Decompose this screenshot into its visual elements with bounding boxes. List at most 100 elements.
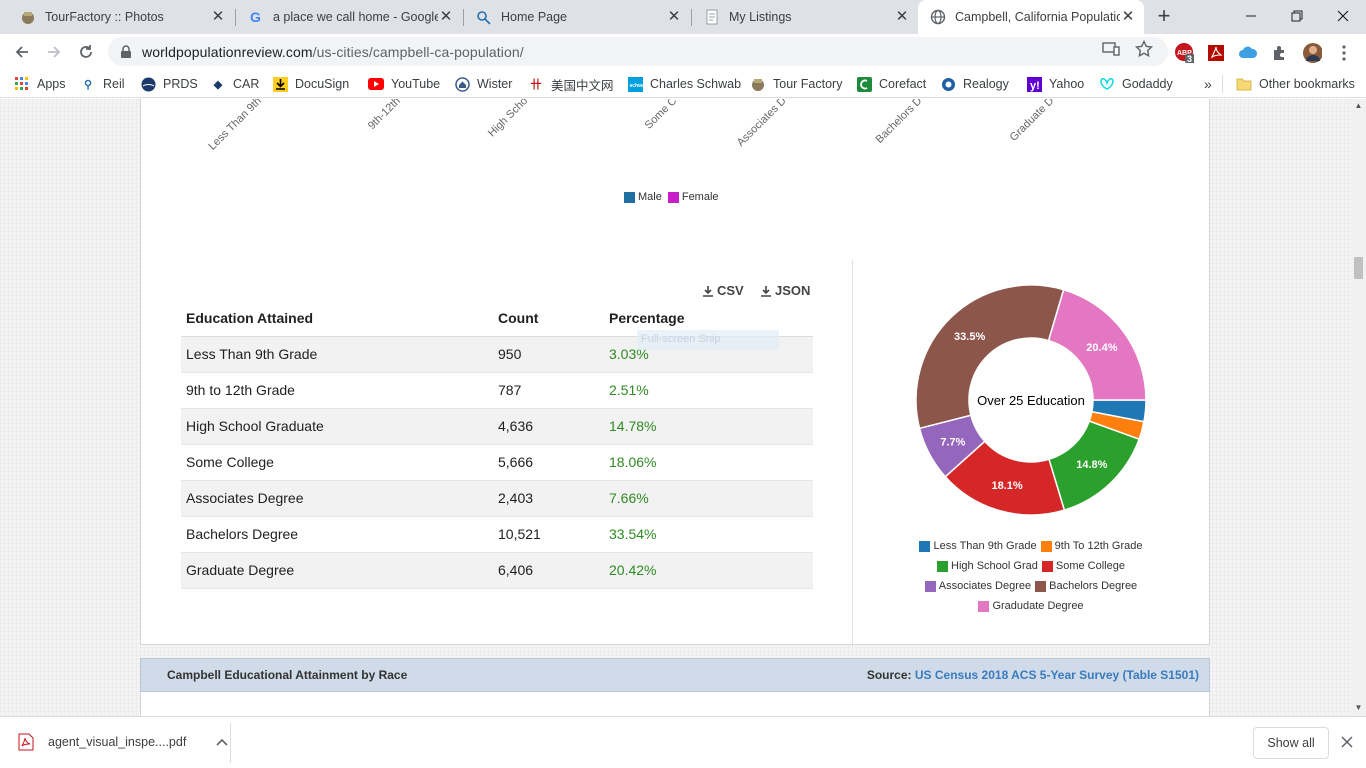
- wister-icon: [454, 76, 470, 92]
- pdf-extension-icon[interactable]: [1206, 43, 1226, 63]
- close-tab-icon[interactable]: ✕: [895, 8, 909, 25]
- new-tab-button[interactable]: +: [1157, 3, 1171, 28]
- bookmark-yahoo[interactable]: y! Yahoo: [1026, 74, 1084, 94]
- bookmark-label: Corefact: [879, 77, 927, 91]
- cell-count: 6,406: [493, 552, 604, 589]
- legend-item[interactable]: Less Than 9th Grade: [919, 538, 1037, 555]
- tab-campbell-population[interactable]: Campbell, California Populatio ✕: [918, 0, 1144, 34]
- header-education[interactable]: Education Attained: [181, 300, 493, 337]
- json-download-button[interactable]: JSON: [760, 283, 810, 298]
- folder-icon: [1236, 76, 1252, 92]
- profile-avatar[interactable]: [1302, 43, 1322, 63]
- close-tab-icon[interactable]: ✕: [1121, 8, 1135, 25]
- svg-text:ABP: ABP: [1177, 50, 1192, 57]
- show-all-button[interactable]: Show all: [1253, 727, 1329, 759]
- lock-icon[interactable]: [120, 44, 136, 59]
- legend-item[interactable]: Associates Degree: [924, 578, 1032, 595]
- column-divider: [852, 260, 853, 646]
- source-link[interactable]: US Census 2018 ACS 5-Year Survey (Table …: [914, 668, 1199, 682]
- page-scrollbar[interactable]: ▲ ▼: [1351, 99, 1366, 716]
- tab-google[interactable]: G a place we call home - Google ✕: [236, 0, 462, 34]
- legend-item[interactable]: 9th To 12th Grade: [1040, 538, 1143, 555]
- legend-swatch: [1041, 561, 1053, 572]
- close-tab-icon[interactable]: ✕: [211, 8, 225, 25]
- legend-label: Less Than 9th Grade: [933, 540, 1037, 552]
- back-button[interactable]: [8, 38, 36, 66]
- bookmark-label: Wister: [477, 77, 513, 91]
- bookmarks-overflow-button[interactable]: »: [1204, 74, 1212, 94]
- cell-education: High School Graduate: [181, 408, 493, 445]
- tab-tourfactory[interactable]: TourFactory :: Photos ✕: [8, 0, 234, 34]
- bookmark-corefact[interactable]: Corefact: [856, 74, 926, 94]
- forward-button[interactable]: [40, 38, 68, 66]
- csv-download-button[interactable]: CSV: [702, 283, 744, 298]
- x-axis-label: 9th-12th: [365, 99, 403, 133]
- bookmark-label: Charles Schwab: [650, 77, 742, 91]
- menu-kebab-icon[interactable]: [1334, 43, 1354, 63]
- legend-item[interactable]: Gradudate Degree: [978, 598, 1084, 615]
- x-axis-label: High Scho: [485, 99, 531, 140]
- reload-button[interactable]: [72, 38, 100, 66]
- cell-count: 2,403: [493, 480, 604, 517]
- bookmark-prds[interactable]: PRDS: [140, 74, 198, 94]
- tourfactory-icon: [20, 9, 36, 25]
- cell-percentage: 7.66%: [604, 480, 813, 517]
- bookmark-realogy[interactable]: Realogy: [940, 74, 1009, 94]
- cell-percentage: 2.51%: [604, 372, 813, 409]
- legend-item-male[interactable]: Male: [624, 191, 662, 203]
- scrollbar-thumb[interactable]: [1354, 257, 1363, 279]
- close-tab-icon[interactable]: ✕: [439, 8, 453, 25]
- close-tab-icon[interactable]: ✕: [667, 8, 681, 25]
- bookmark-car[interactable]: ◆ CAR: [210, 74, 260, 94]
- install-app-icon[interactable]: [1102, 40, 1120, 58]
- cell-education: Less Than 9th Grade: [181, 336, 493, 373]
- scroll-down-arrow-icon[interactable]: ▼: [1354, 703, 1363, 712]
- bookmark-godaddy[interactable]: Godaddy: [1099, 74, 1173, 94]
- legend-swatch: [919, 541, 931, 552]
- extensions-puzzle-icon[interactable]: [1270, 43, 1290, 63]
- table-row: Associates Degree 2,403 7.66%: [181, 480, 813, 517]
- adblock-extension-icon[interactable]: ABP 3: [1174, 43, 1194, 64]
- legend-swatch: [924, 581, 936, 592]
- bookmark-chinese-site[interactable]: 卄美国中文网: [528, 74, 614, 94]
- minimize-button[interactable]: [1228, 0, 1274, 32]
- bookmark-docusign[interactable]: DocuSign: [272, 74, 349, 94]
- bookmark-youtube[interactable]: YouTube: [368, 74, 440, 94]
- close-download-bar-icon[interactable]: [1341, 736, 1353, 751]
- close-window-button[interactable]: [1320, 0, 1366, 32]
- bookmark-charles-schwab[interactable]: schwab Charles Schwab: [627, 74, 741, 94]
- bookmark-star-icon[interactable]: [1135, 40, 1153, 58]
- scroll-up-arrow-icon[interactable]: ▲: [1354, 101, 1363, 110]
- yahoo-icon: y!: [1026, 76, 1042, 92]
- prds-icon: [140, 76, 156, 92]
- globe-icon: [930, 9, 946, 25]
- chevron-up-icon[interactable]: [216, 735, 228, 749]
- donut-slices: [915, 284, 1147, 516]
- cell-education: Some College: [181, 444, 493, 481]
- bookmark-apps[interactable]: Apps: [14, 74, 66, 94]
- legend-item[interactable]: Bachelors Degree: [1035, 578, 1137, 595]
- bookmark-reil[interactable]: ⚲ Reil: [80, 74, 125, 94]
- tab-my-listings[interactable]: My Listings ✕: [692, 0, 918, 34]
- bookmark-wister[interactable]: Wister: [454, 74, 512, 94]
- cell-education: Bachelors Degree: [181, 516, 493, 553]
- legend-item[interactable]: Some College: [1041, 558, 1125, 575]
- bookmark-other[interactable]: Other bookmarks: [1236, 74, 1355, 94]
- header-count[interactable]: Count: [493, 300, 604, 337]
- url-text: worldpopulationreview.com/us-cities/camp…: [142, 44, 524, 60]
- bookmark-tour-factory[interactable]: Tour Factory: [750, 74, 842, 94]
- csv-label: CSV: [717, 283, 744, 298]
- address-bar[interactable]: worldpopulationreview.com/us-cities/camp…: [108, 37, 1168, 66]
- download-item[interactable]: agent_visual_inspe....pdf: [18, 733, 228, 751]
- schwab-icon: schwab: [627, 76, 643, 92]
- donut-hole: [969, 338, 1093, 462]
- restore-button[interactable]: [1274, 0, 1320, 32]
- legend-item-female[interactable]: Female: [667, 191, 719, 203]
- cloud-extension-icon[interactable]: [1238, 43, 1258, 63]
- legend-swatch: [624, 191, 635, 203]
- legend-item[interactable]: High School Grad: [937, 558, 1038, 575]
- tab-home-page[interactable]: Home Page ✕: [464, 0, 690, 34]
- legend-label: Associates Degree: [938, 580, 1032, 592]
- svg-text:G: G: [250, 9, 261, 25]
- race-section-body: [140, 692, 1210, 716]
